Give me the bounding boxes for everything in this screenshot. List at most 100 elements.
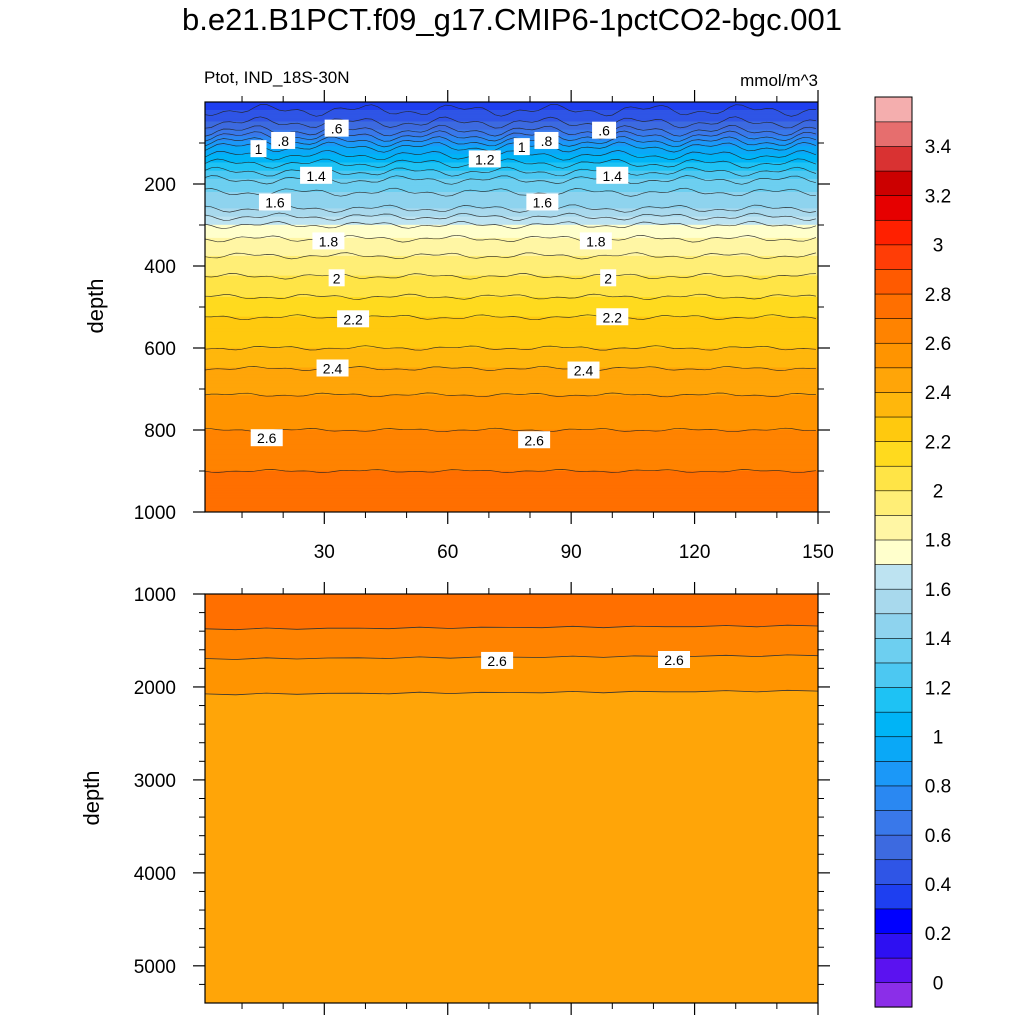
upper-shade-band	[205, 195, 818, 198]
upper-shade-band	[205, 506, 818, 510]
upper-contour-label-box	[312, 232, 345, 250]
upper-shade-band	[205, 283, 818, 286]
lower-contour-label-box	[658, 650, 691, 668]
colorbar-tick-label: 0.6	[925, 826, 951, 847]
upper-contour-label-box	[534, 131, 559, 149]
upper-shade-band	[205, 423, 818, 426]
upper-shade-band	[205, 270, 818, 273]
upper-shade-band	[205, 333, 818, 336]
upper-shade-band	[205, 319, 818, 323]
upper-shade-band	[205, 272, 818, 275]
upper-shade-band	[205, 321, 818, 324]
upper-shade-band	[205, 483, 818, 487]
colorbar-tick-label: 0	[933, 973, 944, 994]
upper-shade-band	[205, 203, 818, 206]
upper-shade-band	[205, 508, 818, 511]
colorbar-tick-label: 1	[933, 727, 944, 748]
colorbar-swatch	[874, 883, 913, 910]
colorbar-swatch	[874, 342, 913, 369]
upper-shade-band	[205, 441, 818, 444]
upper-shade-band	[205, 495, 818, 498]
colorbar-swatch	[874, 982, 913, 1008]
upper-shade-band	[205, 349, 818, 352]
colorbar: 0 0.2 0.4 0.6 0.8 1 1.2 1.4 1.6 1.8 2 2.2 2.4 2.6 2.8 3…	[874, 96, 952, 1008]
upper-contour-line	[205, 345, 816, 351]
upper-shade-band	[205, 236, 818, 239]
upper-shade-band	[205, 488, 818, 491]
upper-contour-label: 2.6	[250, 429, 283, 447]
upper-shade-band	[205, 251, 818, 254]
upper-shade-band	[205, 293, 818, 296]
upper-shade-band	[205, 278, 818, 282]
upper-shade-band	[205, 214, 818, 218]
upper-shade-band	[205, 347, 818, 350]
upper-contour-line	[205, 221, 817, 230]
upper-shade-band	[205, 356, 818, 359]
upper-shade-band	[205, 142, 818, 145]
upper-shade-band	[205, 123, 818, 126]
upper-shade-band	[205, 360, 818, 364]
upper-shade-band	[205, 213, 818, 216]
upper-contour-label: 2.6	[518, 431, 551, 449]
upper-shade-band	[205, 465, 818, 469]
upper-shade-band	[205, 108, 818, 111]
upper-contour-label-box	[567, 361, 600, 379]
colorbar-tick-label: 2.4	[925, 383, 952, 404]
upper-shade-band	[205, 324, 818, 327]
upper-y-tick-label: 400	[144, 257, 176, 278]
upper-shade-band	[205, 155, 818, 159]
upper-shade-band	[205, 362, 818, 365]
colorbar-swatch	[874, 170, 913, 196]
upper-contour-label: .6	[324, 119, 349, 137]
upper-shade-band	[205, 482, 818, 485]
upper-shade-band	[205, 201, 818, 204]
upper-contour-label: 2	[328, 269, 345, 287]
upper-shade-band	[205, 439, 818, 442]
upper-shading	[205, 102, 818, 512]
upper-units-label: mmol/m^3	[740, 71, 818, 90]
upper-shade-band	[205, 228, 818, 231]
upper-shade-band	[205, 357, 818, 360]
upper-shade-band	[205, 411, 818, 414]
upper-shade-band	[205, 405, 818, 408]
upper-contour-label-text: 1.4	[603, 168, 623, 184]
colorbar-tick-label: 2.8	[925, 285, 951, 306]
upper-shade-band	[205, 339, 818, 342]
upper-shade-band	[205, 244, 818, 247]
upper-shade-band	[205, 316, 818, 319]
colorbar-tick-label: 2.6	[925, 334, 951, 355]
upper-y-tick-label: 600	[144, 339, 176, 360]
upper-contour-label: 2.4	[316, 359, 349, 377]
upper-shade-band	[205, 479, 818, 482]
upper-shade-band	[205, 131, 818, 134]
upper-contour-label-text: 1.2	[475, 151, 495, 167]
upper-shade-band	[205, 464, 818, 467]
colorbar-swatch	[874, 391, 913, 418]
upper-shade-band	[205, 185, 818, 188]
colorbar-frame	[874, 96, 913, 1008]
upper-shade-band	[205, 129, 818, 132]
upper-shade-band	[205, 424, 818, 428]
upper-shade-band	[205, 218, 818, 221]
upper-contour-line	[205, 234, 817, 243]
upper-shade-band	[205, 139, 818, 142]
upper-shade-band	[205, 375, 818, 378]
upper-shade-band	[205, 118, 818, 121]
upper-shade-band	[205, 505, 818, 508]
upper-contour-line	[205, 392, 816, 398]
upper-shade-band	[205, 224, 818, 227]
upper-contour-label-text: 1.6	[265, 194, 285, 210]
lower-panel: depth 1000 2000 3000 4000 5000 2.6 2.6	[79, 582, 830, 1015]
colorbar-swatch	[874, 711, 913, 738]
colorbar-swatch	[874, 637, 913, 664]
upper-shade-band	[205, 223, 818, 226]
colorbar-swatch	[874, 145, 913, 172]
colorbar-swatch	[874, 957, 913, 984]
upper-shade-band	[205, 449, 818, 452]
upper-shade-band	[205, 460, 818, 464]
upper-contour-label-box	[468, 150, 501, 168]
colorbar-swatch	[874, 441, 913, 467]
upper-shade-band	[205, 205, 818, 208]
upper-contour-label: .6	[592, 121, 617, 139]
colorbar-tick-label: 1.4	[925, 629, 952, 650]
